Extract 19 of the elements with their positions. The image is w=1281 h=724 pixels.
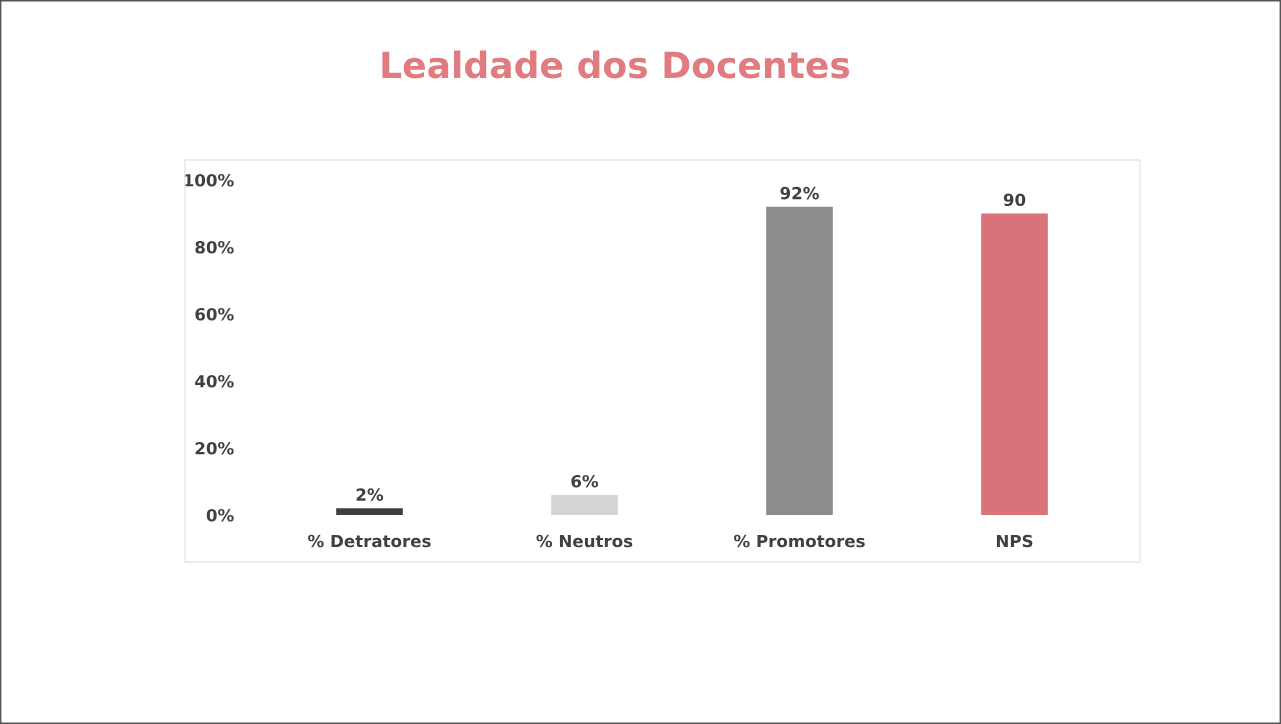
x-tick-label: % Promotores xyxy=(734,534,865,548)
data-label: 92% xyxy=(780,186,819,200)
chart-title: Lealdade dos Docentes xyxy=(382,50,850,79)
x-tick-label: % Neutros xyxy=(536,534,633,548)
y-tick-label: 20% xyxy=(195,441,234,455)
y-tick-label: 0% xyxy=(206,508,234,522)
y-tick-label: 80% xyxy=(195,240,234,254)
x-tick-label: % Detratores xyxy=(308,534,431,548)
data-label: 90 xyxy=(1003,193,1026,207)
bar xyxy=(336,508,403,515)
y-tick-label: 60% xyxy=(195,307,234,321)
data-label: 2% xyxy=(356,488,384,501)
bar xyxy=(551,494,618,515)
y-tick-label: 100% xyxy=(184,173,234,187)
x-tick-label: NPS xyxy=(996,534,1033,548)
bar xyxy=(766,206,833,515)
bar xyxy=(981,213,1048,515)
y-tick-label: 40% xyxy=(195,374,234,388)
data-label: 6% xyxy=(571,474,599,488)
